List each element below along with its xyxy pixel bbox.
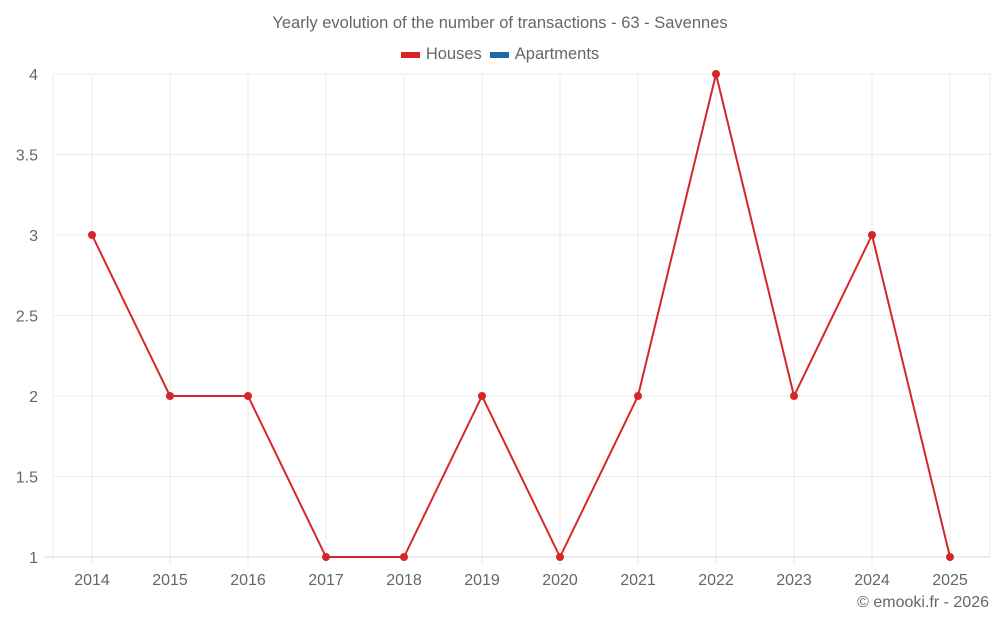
apartments-swatch-icon — [489, 51, 509, 58]
credit-text: © emooki.fr - 2026 — [857, 594, 989, 611]
x-tick-label: 2025 — [932, 572, 968, 589]
y-tick-label: 1.5 — [16, 470, 38, 487]
x-tick-label: 2018 — [386, 572, 422, 589]
x-tick-label: 2015 — [152, 572, 188, 589]
houses-swatch-icon — [400, 51, 420, 58]
data-point[interactable] — [712, 70, 720, 78]
y-tick-label: 2 — [29, 389, 38, 406]
x-tick-label: 2022 — [698, 572, 734, 589]
data-point[interactable] — [556, 553, 564, 561]
y-axis: 1 1.5 2 2.5 3 3.5 4 — [16, 67, 38, 567]
legend-item-houses[interactable]: Houses — [400, 45, 482, 64]
y-tick-label: 2.5 — [16, 309, 38, 326]
x-tick-label: 2016 — [230, 572, 266, 589]
x-tick-label: 2021 — [620, 572, 656, 589]
data-point[interactable] — [946, 553, 954, 561]
legend-item-apartments[interactable]: Apartments — [489, 45, 600, 64]
data-point[interactable] — [790, 392, 798, 400]
y-tick-label: 3 — [29, 228, 38, 245]
y-tick-label: 1 — [29, 550, 38, 567]
legend: Houses Apartments — [0, 45, 1000, 64]
x-tick-label: 2017 — [308, 572, 344, 589]
chart-title: Yearly evolution of the number of transa… — [272, 14, 728, 32]
data-point[interactable] — [244, 392, 252, 400]
data-point[interactable] — [400, 553, 408, 561]
x-tick-label: 2023 — [776, 572, 812, 589]
data-point[interactable] — [868, 231, 876, 239]
x-tick-label: 2024 — [854, 572, 890, 589]
x-axis: 2014 2015 2016 2017 2018 2019 2020 2021 2022 2023… — [45, 556, 990, 589]
legend-label-apartments: Apartments — [514, 45, 600, 63]
data-point[interactable] — [634, 392, 642, 400]
series-houses — [88, 70, 954, 561]
x-tick-label: 2019 — [464, 572, 500, 589]
x-tick-label: 2014 — [74, 572, 110, 589]
data-point[interactable] — [88, 231, 96, 239]
gridlines — [52, 73, 991, 565]
data-point[interactable] — [322, 553, 330, 561]
y-tick-label: 4 — [29, 67, 38, 84]
y-tick-label: 3.5 — [16, 148, 38, 165]
x-tick-label: 2020 — [542, 572, 578, 589]
data-point[interactable] — [166, 392, 174, 400]
data-point[interactable] — [478, 392, 486, 400]
legend-label-houses: Houses — [425, 45, 482, 63]
